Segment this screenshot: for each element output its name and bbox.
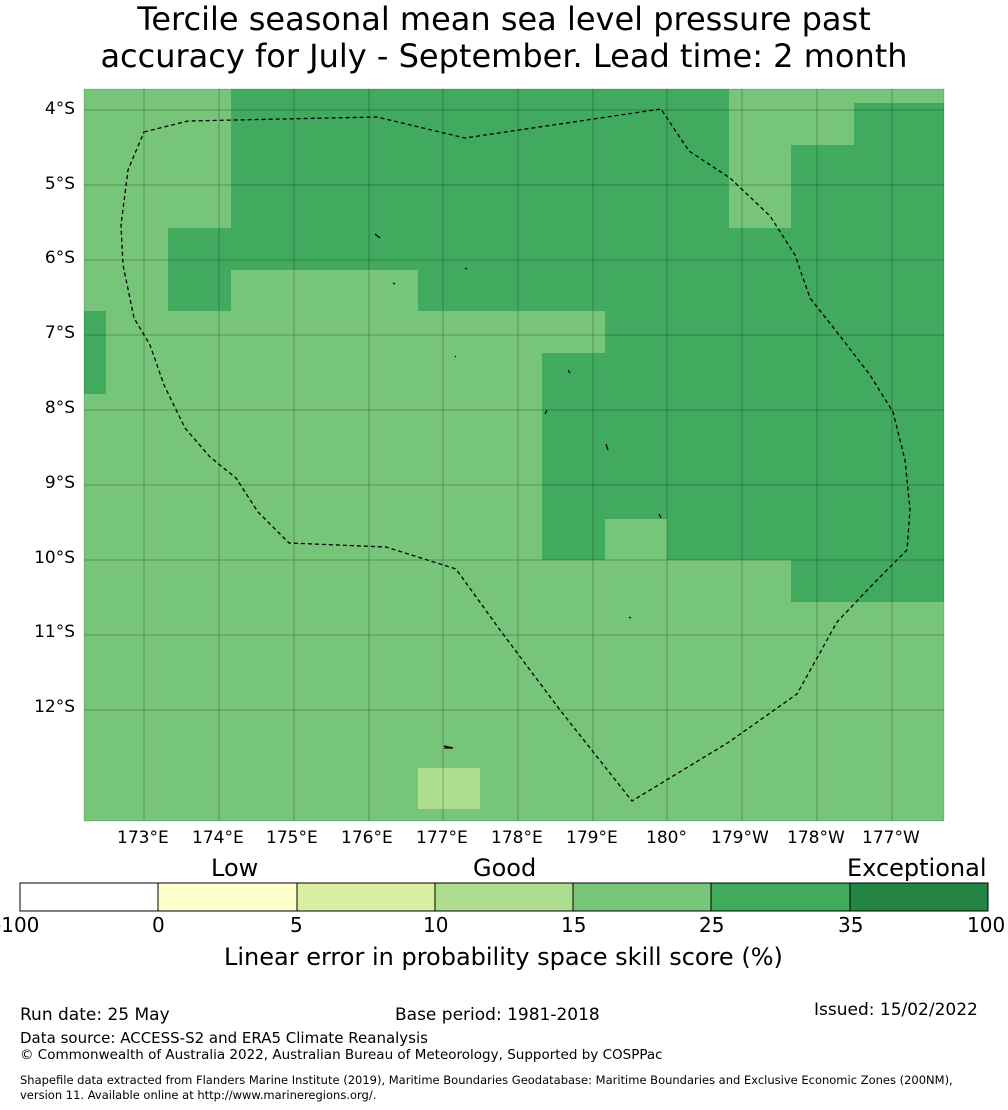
cell: [605, 311, 729, 353]
chart-title-line-1: Tercile seasonal mean sea level pressure…: [137, 0, 871, 38]
cell: [168, 270, 231, 311]
legend-category-low: Low: [211, 854, 259, 882]
legend-tick: -100: [0, 913, 40, 937]
shapefile-credit-line-1: Shapefile data extracted from Flanders M…: [20, 1073, 953, 1087]
copyright: © Commonwealth of Australia 2022, Austra…: [20, 1047, 663, 1063]
cell: [418, 270, 729, 311]
legend-swatch-neg100-0: [19, 882, 159, 912]
cell-10-15: [418, 768, 480, 809]
lon-label: 175°E: [266, 828, 318, 848]
cell: [231, 89, 729, 228]
lon-label: 173°E: [117, 828, 169, 848]
lon-label: 178°W: [787, 828, 845, 848]
legend-colorbar: [19, 882, 989, 912]
skill-cells-25-35: [84, 89, 944, 602]
cell: [168, 228, 729, 270]
chart-title-line-2: accuracy for July - September. Lead time…: [100, 37, 908, 75]
legend-category-exceptional: Exceptional: [847, 854, 987, 882]
lon-label: 179°W: [711, 828, 769, 848]
shapefile-credit-line-2: version 11. Available online at http://w…: [20, 1088, 377, 1102]
legend-tick: 35: [838, 913, 864, 937]
legend-swatch-35-100: [849, 882, 989, 912]
legend-tick: 0: [152, 913, 165, 937]
cell: [791, 560, 944, 602]
island-outlines: [374, 233, 662, 749]
lat-label: 11°S: [34, 622, 75, 642]
map-gridlines: [84, 89, 944, 821]
map-frame: [83, 88, 945, 822]
cell: [791, 145, 944, 228]
cell: [542, 519, 605, 560]
cell: [854, 103, 944, 145]
legend-swatch-5-10: [296, 882, 436, 912]
lon-label: 177°E: [416, 828, 468, 848]
cell: [542, 353, 729, 519]
lat-label: 5°S: [44, 174, 75, 194]
base-period: Base period: 1981-2018: [395, 1005, 600, 1025]
legend-swatch-15-25: [572, 882, 712, 912]
lat-label: 7°S: [44, 323, 75, 343]
lon-label: 178°E: [491, 828, 543, 848]
issued-date: Issued: 15/02/2022: [814, 1000, 978, 1020]
run-date: Run date: 25 May: [20, 1005, 170, 1025]
eez-boundary: [120, 108, 911, 802]
lon-label: 176°E: [341, 828, 393, 848]
lon-label: 174°E: [192, 828, 244, 848]
cell: [667, 519, 729, 560]
legend-tick: 100: [967, 913, 1006, 937]
lat-label: 9°S: [44, 473, 75, 493]
lat-label: 10°S: [34, 548, 75, 568]
legend-xlabel: Linear error in probability space skill …: [224, 943, 783, 971]
map-panel: [83, 88, 945, 822]
cell: [729, 228, 944, 560]
lon-label: 180°: [646, 828, 687, 848]
legend-swatch-10-15: [434, 882, 574, 912]
legend-tick: 10: [423, 913, 449, 937]
legend-tick: 5: [290, 913, 303, 937]
lat-label: 12°S: [34, 697, 75, 717]
lon-label: 179°E: [566, 828, 618, 848]
lat-label: 4°S: [44, 99, 75, 119]
lon-label: 177°W: [862, 828, 920, 848]
legend-tick: 25: [699, 913, 725, 937]
cell: [84, 311, 106, 394]
data-source: Data source: ACCESS-S2 and ERA5 Climate …: [20, 1029, 428, 1047]
legend-tick: 15: [561, 913, 587, 937]
lat-label: 8°S: [44, 398, 75, 418]
legend-swatch-0-5: [157, 882, 298, 912]
legend-category-good: Good: [473, 854, 537, 882]
legend-swatch-25-35: [710, 882, 851, 912]
lat-label: 6°S: [44, 248, 75, 268]
